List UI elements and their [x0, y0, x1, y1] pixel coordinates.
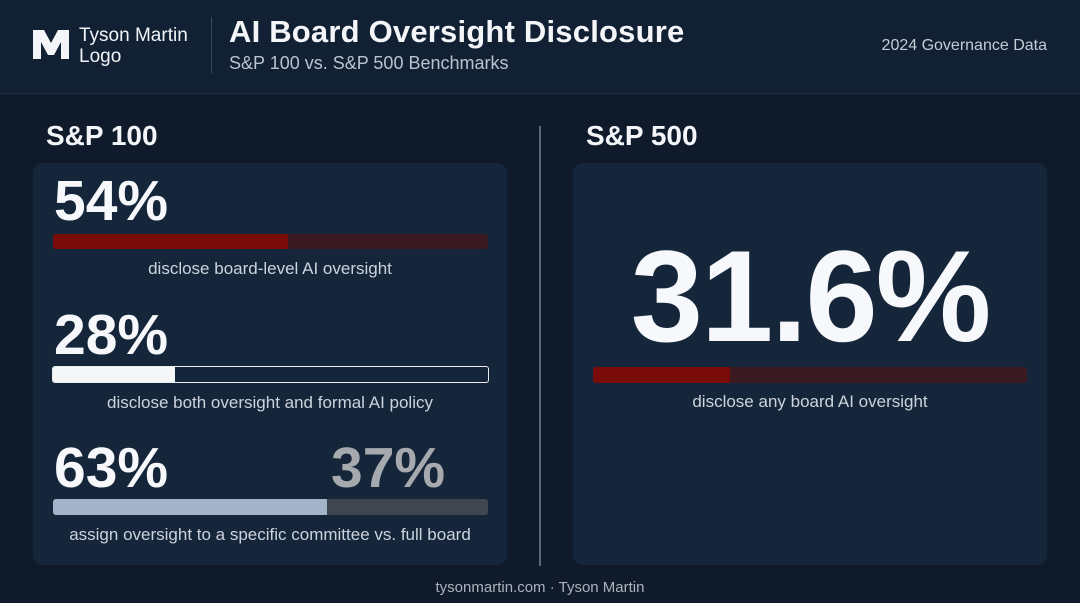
sp500-heading: S&P 500 [586, 120, 698, 151]
stat-committee-value: 63% [54, 436, 169, 500]
stat-full-board-value: 37% [331, 436, 446, 500]
header-bar: Tyson Martin Logo AI Board Oversight Dis… [0, 0, 1080, 94]
section-divider [539, 126, 541, 566]
stat-oversight-policy-bar [52, 366, 489, 383]
sp100-heading: S&P 100 [46, 120, 158, 151]
brand-logo-text: Tyson Martin Logo [79, 25, 188, 67]
sp500-oversight-value: 31.6% [630, 223, 992, 369]
footer-credit: tysonmartin.com · Tyson Martin [435, 579, 645, 596]
stat-board-oversight-bar [53, 234, 488, 249]
logo-line-2: Logo [79, 46, 122, 67]
stat-committee-bar [53, 499, 488, 515]
stat-oversight-policy-bar-fill [53, 367, 175, 382]
sp500-panel: 31.6% disclose any board AI oversight [573, 163, 1047, 565]
stat-board-oversight-caption: disclose board-level AI oversight [148, 259, 392, 278]
sp500-oversight-bar [593, 367, 1027, 383]
stat-oversight-policy-value: 28% [54, 303, 169, 367]
sp500-oversight-bar-fill [593, 367, 731, 383]
page-subtitle: S&P 100 vs. S&P 500 Benchmarks [229, 53, 509, 73]
sp100-panel: 54% disclose board-level AI oversight 28… [33, 163, 507, 565]
stat-board-oversight-value: 54% [54, 169, 169, 233]
stat-board-oversight-bar-fill [53, 234, 288, 249]
stat-committee-caption: assign oversight to a specific committee… [69, 525, 471, 544]
stat-oversight-policy-caption: disclose both oversight and formal AI po… [106, 393, 433, 412]
header-divider [211, 17, 212, 73]
brand-logo-icon [33, 30, 69, 59]
stat-committee-bar-fill [53, 499, 328, 515]
data-year-tag: 2024 Governance Data [881, 37, 1047, 54]
logo-line-1: Tyson Martin [79, 25, 188, 46]
page-title: AI Board Oversight Disclosure [229, 14, 685, 49]
sp500-oversight-caption: disclose any board AI oversight [692, 392, 928, 411]
